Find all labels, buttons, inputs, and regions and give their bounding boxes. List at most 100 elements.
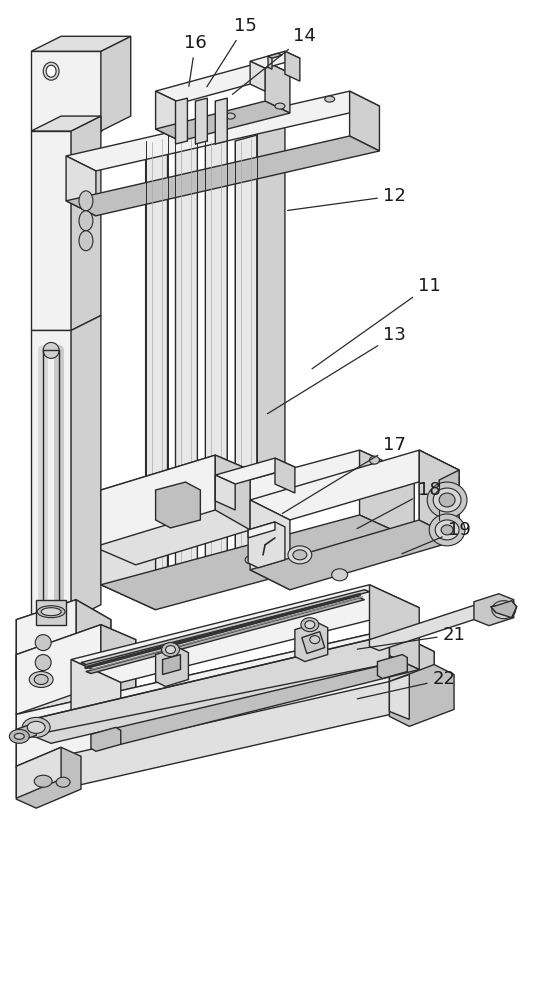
Ellipse shape — [79, 191, 93, 211]
Ellipse shape — [79, 211, 93, 231]
Polygon shape — [36, 600, 66, 625]
Ellipse shape — [79, 231, 93, 251]
Ellipse shape — [288, 546, 312, 564]
Ellipse shape — [35, 635, 51, 651]
Polygon shape — [250, 500, 290, 590]
Text: 22: 22 — [357, 670, 456, 699]
Polygon shape — [16, 625, 136, 729]
Ellipse shape — [35, 655, 51, 671]
Ellipse shape — [56, 777, 70, 787]
Polygon shape — [31, 131, 71, 330]
Polygon shape — [205, 135, 227, 576]
Text: 13: 13 — [267, 326, 406, 414]
Polygon shape — [302, 632, 325, 654]
Polygon shape — [389, 665, 454, 726]
Ellipse shape — [497, 605, 511, 615]
Polygon shape — [268, 56, 272, 69]
Polygon shape — [265, 61, 290, 113]
Polygon shape — [248, 522, 285, 568]
Ellipse shape — [29, 672, 53, 687]
Ellipse shape — [22, 717, 50, 737]
Text: 19: 19 — [402, 521, 470, 554]
Ellipse shape — [325, 96, 334, 102]
Text: 17: 17 — [282, 436, 406, 514]
Polygon shape — [31, 51, 101, 131]
Ellipse shape — [332, 569, 348, 581]
Ellipse shape — [27, 721, 45, 733]
Polygon shape — [491, 601, 517, 618]
Polygon shape — [419, 450, 459, 540]
Ellipse shape — [9, 729, 29, 743]
Polygon shape — [162, 655, 180, 675]
Polygon shape — [359, 450, 414, 540]
Polygon shape — [101, 455, 250, 565]
Polygon shape — [156, 482, 200, 528]
Polygon shape — [275, 458, 295, 493]
Polygon shape — [389, 675, 409, 719]
Polygon shape — [419, 450, 459, 540]
Ellipse shape — [433, 488, 461, 512]
Ellipse shape — [14, 733, 24, 739]
Polygon shape — [101, 520, 156, 610]
Polygon shape — [250, 51, 300, 68]
Ellipse shape — [162, 643, 180, 657]
Polygon shape — [215, 458, 295, 484]
Ellipse shape — [225, 113, 235, 119]
Polygon shape — [215, 98, 227, 144]
Polygon shape — [16, 600, 76, 699]
Polygon shape — [31, 116, 101, 131]
Polygon shape — [250, 520, 459, 590]
Polygon shape — [268, 53, 282, 58]
Ellipse shape — [43, 62, 59, 80]
Polygon shape — [369, 604, 489, 651]
Polygon shape — [285, 51, 300, 81]
Polygon shape — [101, 455, 215, 545]
Text: 16: 16 — [184, 34, 207, 86]
Polygon shape — [235, 135, 257, 576]
Ellipse shape — [427, 482, 467, 518]
Ellipse shape — [46, 65, 56, 77]
Polygon shape — [71, 316, 101, 620]
Polygon shape — [295, 623, 328, 662]
Polygon shape — [66, 156, 96, 216]
Polygon shape — [101, 450, 414, 545]
Ellipse shape — [34, 775, 52, 787]
Polygon shape — [156, 61, 290, 103]
Polygon shape — [195, 98, 207, 144]
Polygon shape — [101, 515, 414, 610]
Ellipse shape — [492, 601, 516, 619]
Polygon shape — [101, 36, 131, 131]
Polygon shape — [248, 522, 275, 538]
Text: 11: 11 — [312, 277, 440, 369]
Polygon shape — [175, 98, 187, 144]
Ellipse shape — [34, 675, 48, 684]
Polygon shape — [16, 600, 111, 699]
Ellipse shape — [175, 123, 186, 129]
Text: 21: 21 — [357, 626, 465, 649]
Ellipse shape — [275, 103, 285, 109]
Polygon shape — [156, 648, 188, 686]
Ellipse shape — [301, 618, 319, 632]
Ellipse shape — [429, 514, 465, 546]
Polygon shape — [31, 36, 131, 51]
Polygon shape — [389, 630, 434, 704]
Polygon shape — [71, 660, 121, 744]
Polygon shape — [71, 585, 419, 682]
Polygon shape — [76, 600, 111, 699]
Polygon shape — [175, 135, 198, 576]
Polygon shape — [146, 135, 168, 576]
Polygon shape — [101, 625, 136, 699]
Text: 18: 18 — [357, 481, 440, 529]
Polygon shape — [66, 91, 380, 171]
Ellipse shape — [435, 520, 459, 540]
Polygon shape — [16, 625, 101, 714]
Ellipse shape — [293, 550, 307, 560]
Ellipse shape — [245, 556, 255, 564]
Ellipse shape — [310, 636, 320, 644]
Polygon shape — [86, 598, 364, 674]
Ellipse shape — [41, 608, 61, 616]
Polygon shape — [91, 727, 121, 751]
Polygon shape — [16, 722, 36, 742]
Polygon shape — [31, 640, 389, 743]
Polygon shape — [16, 747, 81, 808]
